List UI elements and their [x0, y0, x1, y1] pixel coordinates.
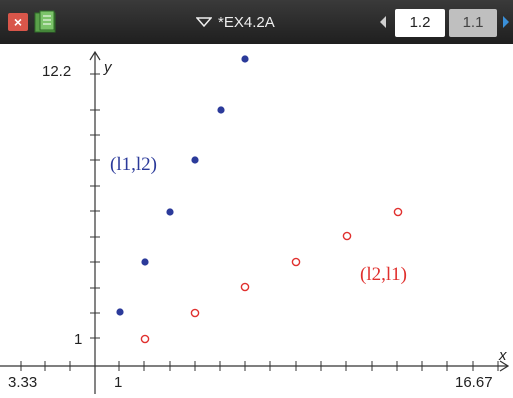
graph-area[interactable]: 12.2 y 1 3.33 1 16.67 x (l1,l2) (l2,l1) [0, 44, 513, 398]
previous-page-arrow-icon[interactable] [379, 15, 387, 29]
x-axis-arrow [499, 360, 510, 372]
x-tick-label: 1 [114, 374, 122, 391]
title-bar: × *EX4.2A 1.2 1.1 [0, 0, 513, 44]
blue-point-series [116, 55, 249, 316]
red-point[interactable] [190, 308, 200, 318]
red-point[interactable] [140, 334, 150, 344]
document-title: *EX4.2A [218, 13, 275, 31]
red-point-series [140, 207, 403, 344]
red-point[interactable] [291, 257, 301, 267]
next-page-arrow-icon[interactable] [502, 15, 510, 29]
y-axis-label: y [103, 59, 113, 76]
spreadsheet-icon[interactable] [34, 10, 60, 34]
x-axis-label: x [498, 347, 507, 364]
tab-page-1-1[interactable]: 1.1 [449, 9, 497, 37]
y-tick-label: 1 [74, 331, 82, 348]
y-axis-arrow [89, 50, 101, 61]
chevron-down-icon [196, 17, 212, 27]
red-point[interactable] [342, 231, 352, 241]
document-menu[interactable]: *EX4.2A [196, 0, 275, 44]
blue-relation-label[interactable]: (l1,l2) [110, 154, 157, 175]
y-max-label: 12.2 [42, 63, 71, 80]
x-ticks [20, 361, 499, 371]
red-point[interactable] [240, 282, 250, 292]
tab-page-1-2[interactable]: 1.2 [395, 9, 445, 37]
close-icon[interactable]: × [8, 13, 28, 31]
y-ticks [90, 73, 100, 339]
x-min-label: 3.33 [8, 374, 37, 391]
red-relation-label[interactable]: (l2,l1) [360, 264, 407, 285]
blue-point[interactable] [166, 208, 174, 216]
blue-point[interactable] [217, 106, 225, 114]
red-point[interactable] [393, 207, 403, 217]
blue-point[interactable] [241, 55, 249, 63]
blue-point[interactable] [116, 308, 124, 316]
x-max-label: 16.67 [455, 374, 493, 391]
blue-point[interactable] [191, 156, 199, 164]
blue-point[interactable] [141, 258, 149, 266]
